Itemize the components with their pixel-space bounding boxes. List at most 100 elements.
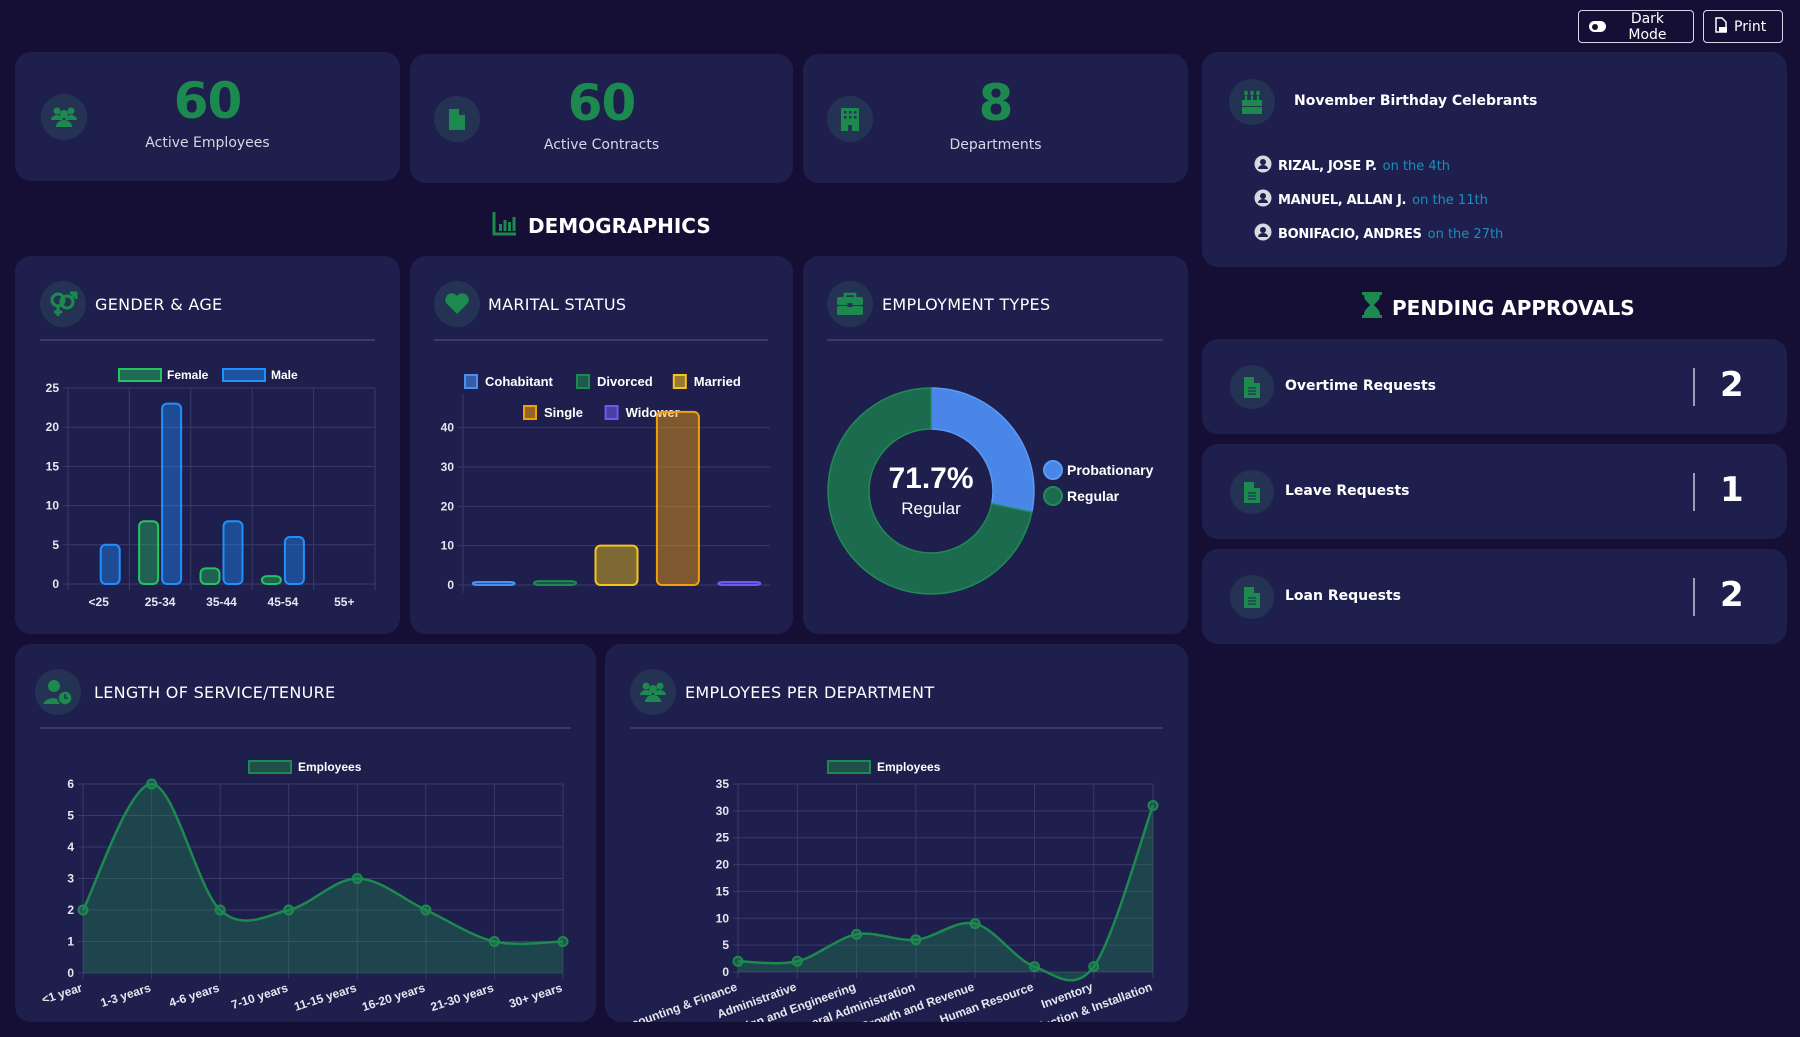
y-tick-label: 2: [67, 903, 74, 917]
y-tick-label: 10: [441, 539, 455, 553]
marital-status-panel: MARITAL STATUS Cohabitant Divorced Married…: [410, 256, 793, 634]
pending-heading-text: PENDING APPROVALS: [1392, 295, 1635, 320]
bar-divorced: [533, 580, 578, 586]
data-point: [557, 936, 569, 947]
print-label: Print: [1734, 18, 1767, 35]
stat-label: Active Contracts: [543, 137, 660, 153]
pending-overtime-requests[interactable]: Overtime Requests 2: [1202, 339, 1787, 434]
data-point: [791, 955, 803, 967]
data-point: [1147, 799, 1159, 811]
x-tick-label: 16-20 years: [360, 980, 427, 1014]
user-circle-icon: [1254, 155, 1272, 177]
legend-swatch: [222, 368, 266, 382]
x-tick-label: 30+ years: [507, 980, 564, 1010]
y-tick-label: 4: [67, 840, 74, 854]
divider: [630, 727, 1163, 729]
user-circle-icon: [1254, 189, 1272, 211]
data-point: [910, 934, 922, 946]
stat-value: 8: [978, 74, 1014, 132]
file-lines-icon: [1230, 575, 1274, 619]
y-tick-label: 20: [716, 858, 730, 872]
birthday-name: BONIFACIO, ANDRES: [1278, 226, 1422, 242]
divider: [827, 339, 1163, 341]
birthday-date: on the 27th: [1427, 226, 1504, 242]
file-lines-icon: [1230, 365, 1274, 409]
stat-card-departments: 8 Departments: [803, 54, 1188, 183]
pending-loan-requests[interactable]: Loan Requests 2: [1202, 549, 1787, 644]
bar-female: [199, 567, 221, 586]
birthday-date: on the 11th: [1412, 192, 1488, 208]
legend-swatch: [604, 405, 619, 420]
y-tick-label: 5: [52, 538, 59, 552]
y-tick-label: 5: [722, 938, 729, 952]
legend-swatch: [118, 368, 162, 382]
x-tick-label: 45-54: [268, 595, 299, 609]
print-button[interactable]: Print: [1703, 10, 1783, 43]
pending-leave-requests[interactable]: Leave Requests 1: [1202, 444, 1787, 539]
pdf-file-icon: [1714, 16, 1728, 37]
legend-label: Regular: [1067, 488, 1120, 504]
y-tick-label: 30: [716, 804, 730, 818]
data-point: [488, 936, 500, 947]
separator: [1693, 578, 1695, 616]
legend-label: Widower: [626, 405, 680, 420]
x-tick-label: 21-30 years: [429, 980, 496, 1014]
legend-swatch: [576, 374, 590, 389]
bar-male: [161, 402, 183, 586]
birthday-name: RIZAL, JOSE P.: [1278, 158, 1377, 174]
bar-single: [655, 410, 700, 586]
stat-card-active-contracts: 60 Active Contracts: [410, 54, 793, 183]
bar-male: [99, 543, 121, 586]
birthday-date: on the 4th: [1382, 158, 1451, 174]
dark-mode-button[interactable]: Dark Mode: [1578, 10, 1694, 43]
legend-label: Male: [271, 368, 298, 382]
legend-label: Probationary: [1067, 462, 1154, 478]
legend-label: Divorced: [597, 374, 653, 389]
slice-probationary: [930, 387, 1035, 514]
stat-card-active-employees: 60 Active Employees: [15, 52, 400, 181]
panel-title: EMPLOYEES PER DEPARTMENT: [685, 683, 935, 702]
panel-title: MARITAL STATUS: [488, 295, 627, 314]
data-point: [283, 904, 295, 916]
marital-status-chart: Cohabitant Divorced Married Single Widower 0 1…: [441, 374, 770, 593]
gender-age-chart: Female Male 0 5 10 15 20 25 <25 25-34 35-44 45-54 55…: [46, 368, 376, 609]
toggle-icon: [1589, 21, 1606, 32]
x-tick-label: 4-6 years: [167, 980, 221, 1009]
pending-count: 2: [1720, 575, 1744, 615]
y-tick-label: 6: [67, 777, 74, 791]
users-icon: [630, 669, 676, 715]
data-point: [351, 873, 363, 884]
y-tick-label: 0: [722, 965, 729, 979]
y-tick-label: 0: [52, 577, 59, 591]
panel-title: GENDER & AGE: [95, 295, 223, 314]
bar-married: [594, 544, 639, 587]
data-point: [77, 904, 89, 916]
x-tick-label: 1-3 years: [99, 980, 153, 1009]
briefcase-icon: [827, 281, 873, 327]
legend-label: Female: [167, 368, 209, 382]
y-tick-label: 3: [67, 872, 74, 886]
employment-types-chart: 71.7% Regular Probationary Regular: [827, 387, 1154, 595]
legend-label: Cohabitant: [485, 374, 554, 389]
y-tick-label: 30: [441, 460, 455, 474]
bar-male: [283, 535, 305, 586]
pending-count: 2: [1720, 365, 1744, 405]
divider: [40, 727, 571, 729]
bar-female: [138, 520, 160, 585]
birthday-title: November Birthday Celebrants: [1294, 93, 1538, 109]
separator: [1693, 473, 1695, 511]
birthday-cake-icon: [1229, 79, 1275, 125]
y-tick-label: 25: [716, 831, 730, 845]
users-icon: [41, 94, 87, 140]
divider: [434, 339, 768, 341]
bar-cohabitant: [471, 581, 516, 586]
data-point: [146, 778, 158, 790]
heart-icon: [434, 281, 480, 327]
birthday-item: BONIFACIO, ANDRES on the 27th: [1254, 223, 1503, 245]
birthday-item: MANUEL, ALLAN J. on the 11th: [1254, 189, 1488, 211]
employment-types-panel: EMPLOYMENT TYPES 71.7% Regular Probationar…: [803, 256, 1188, 634]
birthday-item: RIZAL, JOSE P. on the 4th: [1254, 155, 1450, 177]
pending-approvals-heading: PENDING APPROVALS: [1362, 292, 1635, 323]
legend-label: Employees: [877, 760, 941, 774]
y-tick-label: 40: [441, 421, 455, 435]
